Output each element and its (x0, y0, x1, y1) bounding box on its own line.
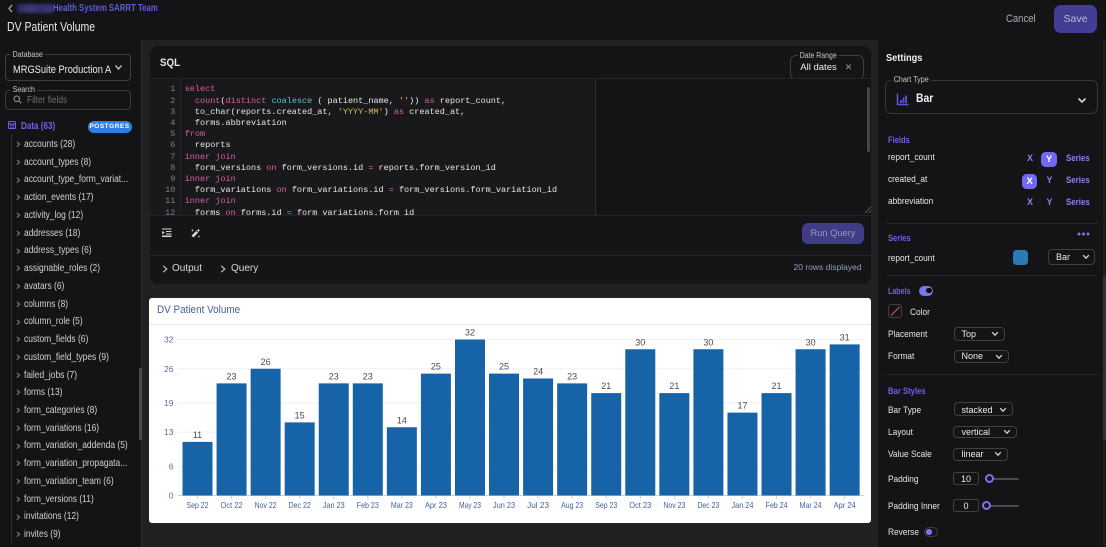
svg-text:13: 13 (164, 427, 174, 437)
svg-text:Jan 24: Jan 24 (731, 500, 753, 510)
svg-text:Oct 22: Oct 22 (220, 500, 242, 510)
svg-text:17: 17 (737, 400, 747, 410)
svg-text:21: 21 (771, 381, 781, 391)
svg-text:21: 21 (601, 381, 611, 391)
svg-text:23: 23 (328, 371, 338, 381)
svg-text:0: 0 (168, 490, 173, 500)
svg-text:Aug 23: Aug 23 (561, 500, 583, 510)
svg-text:19: 19 (164, 397, 174, 407)
svg-text:Dec 22: Dec 22 (288, 500, 310, 510)
svg-text:Sep 23: Sep 23 (595, 500, 617, 510)
svg-text:32: 32 (464, 327, 474, 337)
svg-text:25: 25 (430, 361, 440, 371)
svg-text:30: 30 (635, 337, 645, 347)
svg-text:Feb 24: Feb 24 (765, 500, 787, 510)
svg-text:23: 23 (567, 371, 577, 381)
svg-text:31: 31 (839, 332, 849, 342)
svg-text:23: 23 (362, 371, 372, 381)
svg-text:Jan 23: Jan 23 (322, 500, 344, 510)
svg-text:Jun 23: Jun 23 (493, 500, 515, 510)
svg-text:15: 15 (294, 410, 304, 420)
svg-text:Feb 23: Feb 23 (356, 500, 378, 510)
svg-text:May 23: May 23 (458, 500, 480, 510)
svg-text:14: 14 (396, 415, 406, 425)
svg-text:23: 23 (226, 371, 236, 381)
svg-text:Nov 23: Nov 23 (663, 500, 685, 510)
svg-text:11: 11 (192, 429, 201, 439)
svg-text:Sep 22: Sep 22 (186, 500, 208, 510)
svg-text:Jul 23: Jul 23 (527, 500, 549, 510)
svg-text:Nov 22: Nov 22 (254, 500, 276, 510)
svg-text:26: 26 (260, 356, 270, 366)
svg-text:Apr 23: Apr 23 (424, 500, 446, 510)
svg-text:30: 30 (703, 337, 713, 347)
svg-text:Mar 24: Mar 24 (799, 500, 821, 510)
svg-text:Dec 23: Dec 23 (697, 500, 719, 510)
svg-text:30: 30 (805, 337, 815, 347)
svg-text:25: 25 (499, 361, 509, 371)
svg-text:Oct 23: Oct 23 (629, 500, 651, 510)
svg-text:6: 6 (168, 461, 173, 471)
svg-text:21: 21 (669, 381, 679, 391)
svg-text:Mar 23: Mar 23 (390, 500, 412, 510)
svg-text:26: 26 (164, 363, 174, 373)
svg-text:Apr 24: Apr 24 (833, 500, 855, 510)
svg-text:32: 32 (164, 334, 174, 344)
svg-text:24: 24 (533, 366, 543, 376)
